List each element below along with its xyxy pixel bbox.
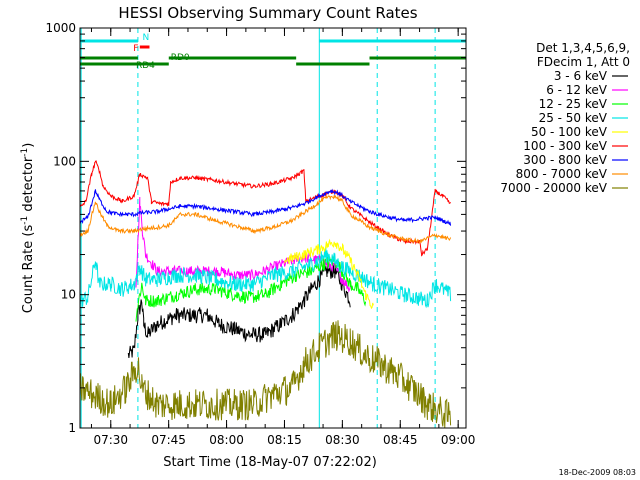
y-axis-label-sup1: -1 xyxy=(20,216,30,225)
series-line-3 xyxy=(80,247,452,309)
series-line-8 xyxy=(80,320,452,428)
x-tick-label-0: 07:30 xyxy=(93,433,128,447)
x-tick-label-3: 08:15 xyxy=(267,433,302,447)
y-axis-label-mid: detector xyxy=(21,156,36,216)
flag-label-rd4: RD4 xyxy=(136,61,155,71)
footer-date: 18-Dec-2009 08:03 xyxy=(559,468,636,477)
chart-title: HESSI Observing Summary Count Rates xyxy=(118,4,417,22)
flag-label-rd0: RD0 xyxy=(171,53,190,63)
x-tick-label-2: 08:00 xyxy=(209,433,244,447)
series-line-0 xyxy=(127,263,351,359)
y-tick-label-1: 10 xyxy=(61,288,76,302)
legend-label-3: 25 - 50 keV xyxy=(539,111,608,125)
y-axis: 1 10 100 1000 xyxy=(45,21,466,435)
legend-label-4: 50 - 100 keV xyxy=(531,125,608,139)
series-line-2 xyxy=(135,255,367,322)
series-line-4 xyxy=(284,238,374,310)
plot-area: NF RD0 RD4 xyxy=(80,28,466,428)
legend-label-6: 300 - 800 keV xyxy=(523,153,607,167)
y-axis-label-main: Count Rate (s xyxy=(21,225,36,314)
series-line-7 xyxy=(80,194,452,245)
legend-label-1: 6 - 12 keV xyxy=(546,83,608,97)
x-tick-label-1: 07:45 xyxy=(151,433,186,447)
legend-header-line-1: Det 1,3,4,5,6,9, xyxy=(536,41,630,55)
series-line-5 xyxy=(80,160,451,257)
flag-label-f: F xyxy=(133,44,138,54)
plot-series-group xyxy=(80,28,466,428)
legend: Det 1,3,4,5,6,9, FDecim 1, Att 0 3 - 6 k… xyxy=(500,41,630,195)
legend-label-2: 12 - 25 keV xyxy=(539,97,608,111)
legend-header-line-2: FDecim 1, Att 0 xyxy=(537,55,630,69)
y-tick-label-0: 1 xyxy=(68,421,76,435)
y-tick-label-3: 1000 xyxy=(45,21,76,35)
plot-frame xyxy=(79,27,467,429)
y-tick-label-2: 100 xyxy=(53,154,76,168)
legend-label-0: 3 - 6 keV xyxy=(554,69,608,83)
flag-label-n: N xyxy=(143,33,150,43)
x-axis: 07:30 07:45 08:00 08:15 08:30 08:45 09:00 xyxy=(90,28,476,447)
x-axis-label: Start Time (18-May-07 07:22:02) xyxy=(163,455,377,470)
y-axis-label-sup2: -1 xyxy=(20,148,30,157)
legend-label-7: 800 - 7000 keV xyxy=(516,167,608,181)
legend-label-8: 7000 - 20000 keV xyxy=(500,181,607,195)
x-tick-label-6: 09:00 xyxy=(441,433,476,447)
x-tick-label-5: 08:45 xyxy=(383,433,418,447)
x-tick-label-4: 08:30 xyxy=(325,433,360,447)
series-line-6 xyxy=(80,188,452,226)
legend-label-5: 100 - 300 keV xyxy=(523,139,607,153)
y-axis-label: Count Rate (s-1 detector-1) xyxy=(20,143,36,314)
y-axis-label-end: ) xyxy=(21,143,36,148)
series-line-1 xyxy=(135,196,351,293)
